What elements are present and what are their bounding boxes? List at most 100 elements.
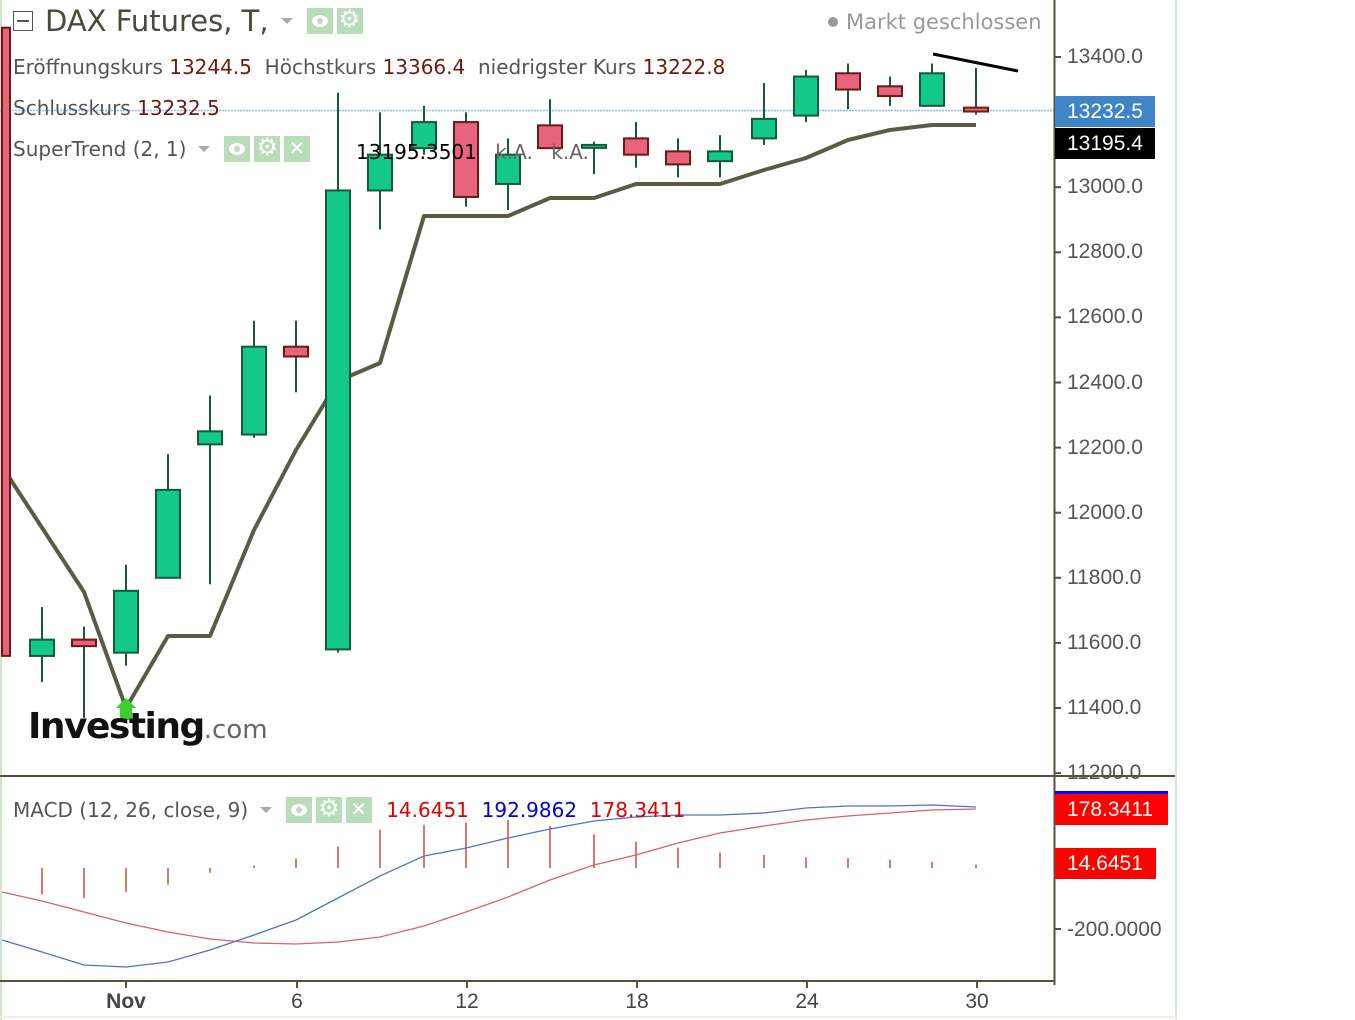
status-dot-icon bbox=[828, 17, 838, 27]
bullish-candle bbox=[325, 189, 351, 651]
time-axis-ticks bbox=[125, 981, 978, 988]
price-axis-tick-label: 12400.0 bbox=[1067, 370, 1143, 394]
bullish-candle bbox=[411, 121, 437, 150]
macd-values: 14.6451 192.9862 178.3411 bbox=[386, 798, 685, 822]
time-axis-tick-label: 24 bbox=[795, 990, 819, 1013]
bullish-candle bbox=[707, 150, 733, 163]
bearish-candle bbox=[835, 72, 861, 91]
time-axis-tick-label: 30 bbox=[965, 990, 989, 1013]
time-axis-tick-label: 12 bbox=[455, 990, 479, 1013]
market-status-text: Markt geschlossen bbox=[846, 10, 1042, 34]
supertrend-na-2: k.A. bbox=[551, 140, 589, 164]
price-axis-tick-label: 13000.0 bbox=[1067, 175, 1143, 199]
drawn-trend-line[interactable] bbox=[932, 52, 1019, 73]
supertrend-buy-signal-icon bbox=[116, 698, 136, 720]
bearish-candle bbox=[963, 106, 989, 113]
time-axis-tick-label: 6 bbox=[291, 990, 303, 1013]
investing-logo: Investing.com bbox=[28, 706, 268, 747]
bearish-candle bbox=[71, 638, 97, 648]
open-value: 13244.5 bbox=[169, 55, 252, 79]
bullish-candle bbox=[155, 488, 181, 579]
price-axis-tick-label-clipped: 13600.0 bbox=[1067, 0, 1143, 6]
bullish-candle bbox=[367, 153, 393, 192]
bearish-candle bbox=[453, 121, 479, 198]
supertrend-values: 13195.3501 k.A. k.A. bbox=[356, 140, 589, 164]
high-value: 13366.4 bbox=[382, 55, 466, 79]
supertrend-legend-row: SuperTrend (2, 1) bbox=[13, 133, 314, 162]
settings-gear-icon[interactable] bbox=[336, 5, 363, 34]
supertrend-dropdown-chevron-icon[interactable] bbox=[198, 146, 211, 152]
macd-legend-row: MACD (12, 26, close, 9) 14.6451 192.9862… bbox=[13, 794, 685, 823]
bearish-candle bbox=[1, 26, 11, 657]
macd-line-value: 192.9862 bbox=[481, 798, 578, 822]
chart-title: DAX Futures, T, bbox=[45, 4, 269, 38]
price-axis-tick-label: 12200.0 bbox=[1067, 435, 1143, 459]
macd-dropdown-chevron-icon[interactable] bbox=[260, 807, 273, 813]
price-axis-ticks bbox=[1054, 56, 1061, 775]
supertrend-na-1: k.A. bbox=[495, 140, 533, 164]
collapse-toggle-icon[interactable] bbox=[13, 11, 33, 31]
close-label: Schlusskurs bbox=[13, 96, 131, 120]
bearish-candle bbox=[623, 137, 649, 156]
chart-header: DAX Futures, T, bbox=[13, 4, 367, 38]
price-axis-tick-label: 12000.0 bbox=[1067, 500, 1143, 524]
supertrend-label[interactable]: SuperTrend (2, 1) bbox=[13, 137, 187, 161]
candlesticks bbox=[1, 26, 989, 718]
supertrend-value: 13195.3501 bbox=[356, 140, 477, 164]
macd-signal-tag: 178.3411 bbox=[1055, 794, 1168, 825]
bullish-candle bbox=[751, 117, 777, 140]
bullish-candle bbox=[919, 72, 945, 107]
close-value: 13232.5 bbox=[137, 96, 220, 120]
macd-visibility-eye-icon[interactable] bbox=[286, 797, 313, 823]
supertrend-visibility-eye-icon[interactable] bbox=[224, 136, 251, 162]
supertrend-settings-gear-icon[interactable] bbox=[254, 133, 281, 162]
bullish-candle bbox=[495, 153, 521, 185]
bearish-candle bbox=[283, 345, 309, 358]
visibility-eye-icon[interactable] bbox=[306, 8, 333, 34]
frame-right-border bbox=[1175, 0, 1177, 1020]
macd-line bbox=[1, 804, 977, 968]
price-axis-tick-label: 12600.0 bbox=[1067, 305, 1143, 329]
time-axis-tick-label: Nov bbox=[106, 990, 146, 1013]
bearish-candle bbox=[537, 124, 563, 150]
close-legend-row: Schlusskurs 13232.5 bbox=[13, 96, 220, 120]
macd-axis-tick-label: -200.0000 bbox=[1067, 918, 1162, 941]
bullish-candle bbox=[581, 143, 607, 149]
symbol-dropdown-chevron-icon[interactable] bbox=[280, 18, 293, 24]
price-axis-tick-label: 11800.0 bbox=[1067, 565, 1142, 589]
price-axis-tick-label: 12800.0 bbox=[1067, 240, 1143, 264]
bullish-candle bbox=[113, 589, 139, 654]
macd-label[interactable]: MACD (12, 26, close, 9) bbox=[13, 798, 249, 822]
macd-histogram bbox=[41, 820, 977, 898]
macd-histogram-tag: 14.6451 bbox=[1055, 848, 1156, 879]
bullish-candle bbox=[241, 345, 267, 436]
bullish-candle bbox=[197, 430, 223, 446]
high-label: Höchstkurs bbox=[264, 55, 377, 79]
frame-bottom-border bbox=[0, 1016, 1177, 1018]
low-label: niedrigster Kurs bbox=[477, 55, 637, 79]
macd-line-tag-edge bbox=[1055, 791, 1168, 794]
price-axis-tick-label: 11400.0 bbox=[1067, 696, 1142, 719]
low-value: 13222.8 bbox=[642, 55, 726, 79]
macd-signal-line bbox=[1, 808, 977, 945]
macd-histogram-value: 14.6451 bbox=[386, 798, 469, 822]
logo-brand: Investing bbox=[28, 706, 205, 747]
supertrend-line bbox=[1, 123, 976, 710]
time-axis-tick-label: 18 bbox=[625, 990, 649, 1013]
supertrend-remove-close-icon[interactable] bbox=[284, 136, 311, 162]
price-axis-tick-label: 13400.0 bbox=[1067, 45, 1143, 68]
bullish-candle bbox=[29, 638, 55, 657]
bearish-candle bbox=[665, 150, 691, 166]
macd-signal-value: 178.3411 bbox=[589, 798, 686, 822]
last-price-tag: 13232.5 bbox=[1055, 96, 1155, 127]
supertrend-price-tag: 13195.4 bbox=[1055, 128, 1155, 159]
logo-domain: .com bbox=[203, 715, 268, 745]
bearish-candle bbox=[877, 85, 903, 98]
market-status: Markt geschlossen bbox=[828, 10, 1042, 34]
price-axis-tick-label: 11200.0 bbox=[1067, 761, 1142, 785]
bullish-candle bbox=[793, 75, 819, 117]
macd-remove-close-icon[interactable] bbox=[346, 797, 373, 823]
macd-settings-gear-icon[interactable] bbox=[316, 794, 343, 823]
open-label: Eröffnungskurs bbox=[13, 55, 163, 79]
